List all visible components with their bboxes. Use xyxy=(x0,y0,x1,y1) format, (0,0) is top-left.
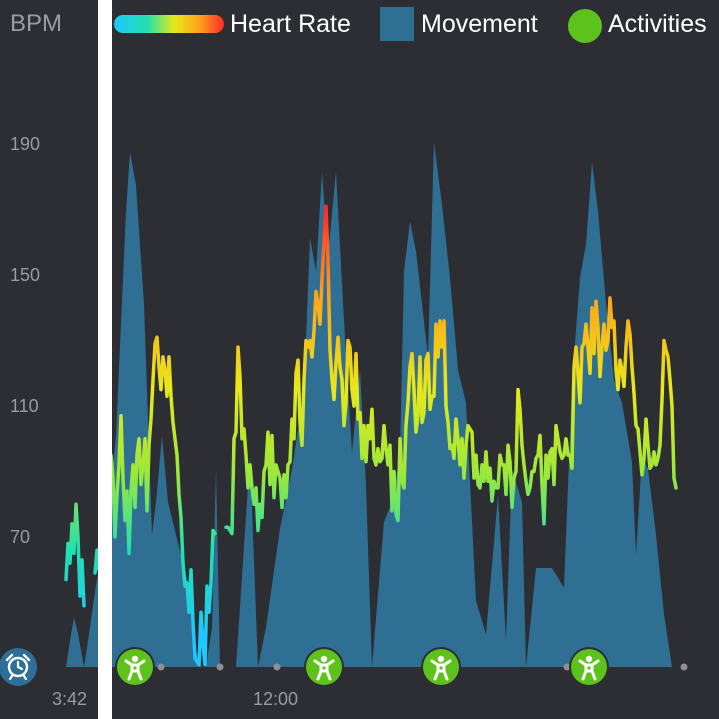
x-axis-dot xyxy=(273,663,281,671)
heart-rate-series xyxy=(64,204,678,667)
activity-marker-icon[interactable] xyxy=(304,647,344,687)
y-axis-title: BPM xyxy=(10,10,63,37)
activity-marker-icon[interactable] xyxy=(115,647,155,687)
activity-marker-icon[interactable] xyxy=(421,647,461,687)
movement-area xyxy=(66,142,678,668)
movement-legend-label: Movement xyxy=(421,10,538,38)
activity-marker-icon[interactable] xyxy=(569,647,609,687)
movement-series xyxy=(66,142,678,668)
x-axis-dot xyxy=(680,663,688,671)
legend: Heart Rate Movement Activities xyxy=(0,0,719,50)
heart-rate-line-segment-1 xyxy=(64,502,86,608)
y-tick-70: 70 xyxy=(10,527,31,547)
heart-rate-legend-label: Heart Rate xyxy=(230,10,351,38)
axis-background-panel xyxy=(0,0,98,719)
movement-legend-swatch xyxy=(380,7,414,41)
heart-rate-line-segment-2 xyxy=(93,335,217,667)
alarm-clock-icon[interactable] xyxy=(0,648,37,686)
y-tick-110: 110 xyxy=(10,396,39,416)
heart-rate-legend-swatch xyxy=(114,15,224,33)
heart-rate-line-segment-3 xyxy=(224,204,678,536)
x-tick-start-time: 3:42 xyxy=(52,689,88,709)
time-divider xyxy=(98,0,112,719)
activity-markers xyxy=(0,647,609,687)
x-tick-noon: 12:00 xyxy=(253,689,299,709)
activities-legend-label: Activities xyxy=(608,10,707,38)
x-axis-dot xyxy=(563,663,571,671)
x-axis-dot xyxy=(157,663,165,671)
x-axis-dot xyxy=(216,663,224,671)
y-tick-150: 150 xyxy=(10,265,41,285)
y-tick-190: 190 xyxy=(10,134,41,154)
activities-legend-swatch xyxy=(568,9,602,43)
